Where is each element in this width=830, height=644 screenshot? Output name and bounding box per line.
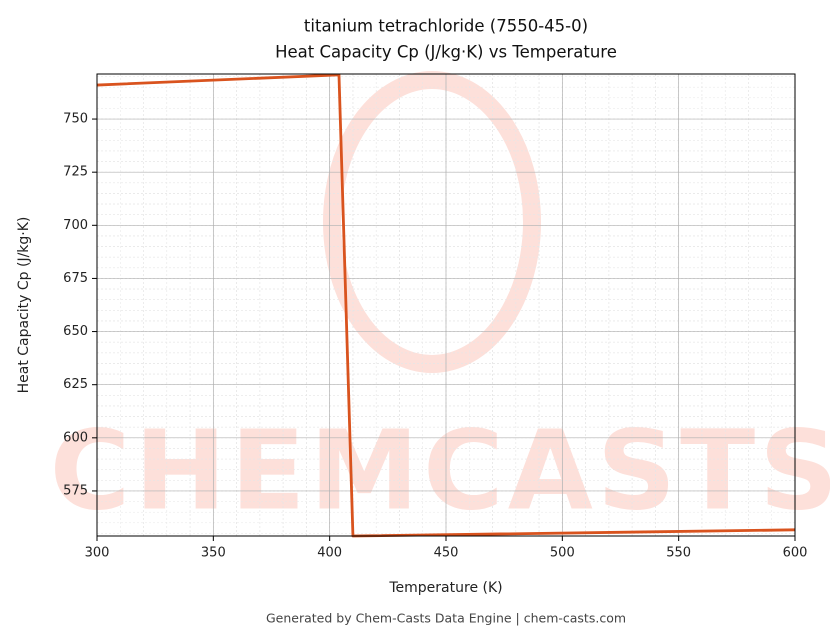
x-tick-label: 350: [201, 546, 226, 561]
y-tick-label: 625: [63, 377, 88, 392]
y-tick-label: 575: [63, 483, 88, 498]
y-tick-label: 675: [63, 271, 88, 286]
x-tick-label: 450: [434, 546, 459, 561]
x-tick-label: 600: [783, 546, 808, 561]
footer: Generated by Chem-Casts Data Engine | ch…: [266, 611, 626, 626]
plot-frame: [96, 73, 796, 537]
x-axis-title: Temperature (K): [388, 580, 502, 596]
chart-subtitle: Heat Capacity Cp (J/kg·K) vs Temperature: [275, 43, 617, 62]
x-tick-label: 500: [550, 546, 575, 561]
y-tick-label: 700: [63, 218, 88, 233]
y-axis-title: Heat Capacity Cp (J/kg·K): [16, 217, 32, 394]
data-line: [96, 73, 796, 538]
y-tick-label: 650: [63, 324, 88, 339]
watermark-ring: [323, 71, 541, 373]
x-tick-label: 400: [317, 546, 342, 561]
watermark: CHEMCASTS: [50, 71, 830, 534]
chart-title: titanium tetrachloride (7550-45-0): [304, 17, 588, 36]
x-tick-label: 300: [85, 546, 110, 561]
y-tick-label: 750: [63, 112, 88, 127]
watermark-text: CHEMCASTS: [50, 406, 830, 534]
x-tick-label: 550: [666, 546, 691, 561]
y-tick-label: 725: [63, 165, 88, 180]
y-tick-label: 600: [63, 430, 88, 445]
